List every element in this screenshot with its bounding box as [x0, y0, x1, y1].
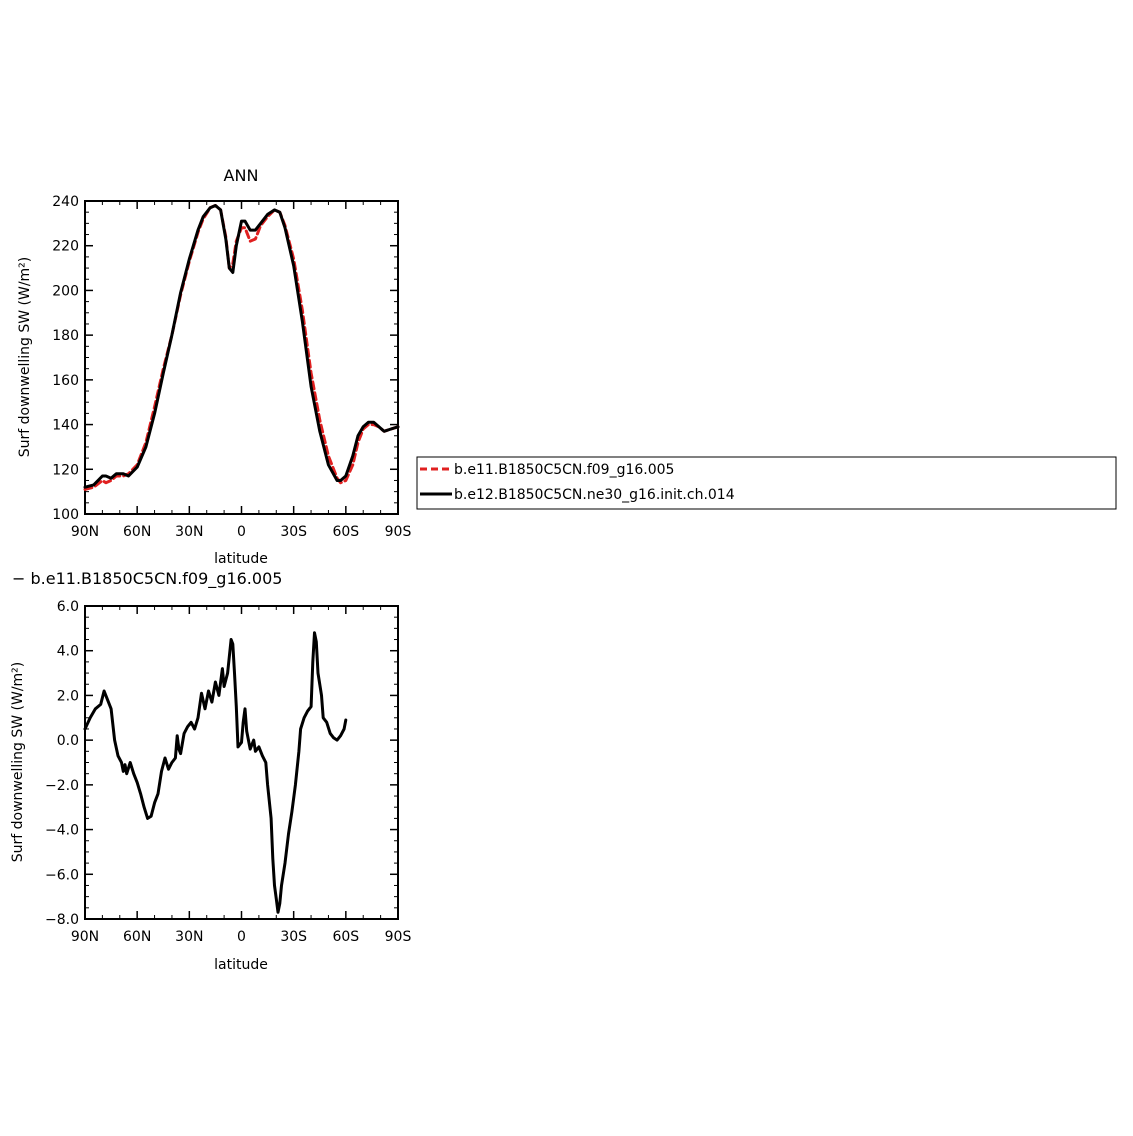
bottom-chart-x-tick-label: 60S [332, 929, 359, 945]
top-chart-x-tick-label: 90S [385, 524, 412, 540]
bottom-chart-y-tick-label: 0.0 [57, 733, 79, 749]
top-chart-y-tick-label: 200 [52, 283, 79, 299]
legend-label-series-2: b.e12.B1850C5CN.ne30_g16.init.ch.014 [454, 487, 735, 503]
top-chart-series [83, 204, 400, 491]
top-chart-x-ticks: 90N 60N 30N 0 30S 60S 90S [71, 201, 412, 540]
top-chart-y-tick-label: 120 [52, 462, 79, 478]
top-chart-x-tick-label: 30N [175, 524, 203, 540]
top-chart-y-tick-label: 100 [52, 507, 79, 523]
top-chart-y-tick-label: 240 [52, 194, 79, 210]
bottom-chart-x-tick-label: 0 [237, 929, 246, 945]
bottom-chart-panel: − b.e11.B1850C5CN.f09_g16.005 −8.0 −6.0 −4… [10, 569, 411, 973]
bottom-chart-y-tick-label: 4.0 [57, 644, 79, 660]
bottom-chart-title: − b.e11.B1850C5CN.f09_g16.005 [12, 569, 282, 589]
top-chart-series-line-b-e11-b1850c5cn-f09-g16-005 [83, 204, 400, 491]
bottom-chart-y-tick-label: −8.0 [45, 912, 79, 928]
bottom-chart-x-tick-label: 30N [175, 929, 203, 945]
bottom-chart-y-ticks: −8.0 −6.0 −4.0 −2.0 0.0 2.0 4.0 6.0 [45, 599, 398, 928]
bottom-chart-y-tick-label: −2.0 [45, 778, 79, 794]
bottom-chart-x-tick-label: 90N [71, 929, 99, 945]
bottom-chart-x-tick-label: 30S [280, 929, 307, 945]
top-chart-x-tick-label: 60S [332, 524, 359, 540]
bottom-chart-y-tick-label: −6.0 [45, 867, 79, 883]
top-chart-y-tick-label: 180 [52, 328, 79, 344]
top-chart-x-tick-label: 90N [71, 524, 99, 540]
top-chart-x-tick-label: 0 [237, 524, 246, 540]
bottom-chart-x-tick-label: 90S [385, 929, 412, 945]
bottom-chart-series-line-difference [83, 631, 348, 914]
top-chart-title: ANN [224, 166, 259, 185]
bottom-chart-series [83, 631, 348, 914]
bottom-chart-y-axis-label: Surf downwelling SW (W/m²) [10, 662, 26, 863]
top-chart-series-line-b-e12-b1850c5cn-ne30-g16-init-ch-014 [83, 204, 400, 489]
legend-label-series-1: b.e11.B1850C5CN.f09_g16.005 [454, 462, 674, 478]
top-chart-x-tick-label: 60N [123, 524, 151, 540]
bottom-chart-x-tick-label: 60N [123, 929, 151, 945]
legend: b.e11.B1850C5CN.f09_g16.005 b.e12.B1850C… [416, 456, 1117, 510]
top-chart-y-tick-label: 160 [52, 373, 79, 389]
top-chart-y-axis-label: Surf downwelling SW (W/m²) [17, 257, 33, 458]
top-chart-panel: ANN 100 120 140 160 180 200 220 240 90N 60N 30N 0 3… [17, 166, 411, 567]
bottom-chart-x-ticks: 90N 60N 30N 0 30S 60S 90S [71, 606, 412, 945]
top-chart-x-tick-label: 30S [280, 524, 307, 540]
top-chart-y-tick-label: 140 [52, 418, 79, 434]
bottom-chart-y-tick-label: 2.0 [57, 688, 79, 704]
top-chart-y-tick-label: 220 [52, 239, 79, 255]
bottom-chart-x-axis-label: latitude [214, 957, 268, 973]
bottom-chart-y-tick-label: −4.0 [45, 823, 79, 839]
bottom-chart-plot-frame [84, 605, 399, 920]
top-chart-x-axis-label: latitude [214, 551, 268, 567]
legend-box [416, 456, 1117, 510]
top-chart-y-ticks: 100 120 140 160 180 200 220 240 [52, 194, 398, 523]
bottom-chart-y-tick-label: 6.0 [57, 599, 79, 615]
